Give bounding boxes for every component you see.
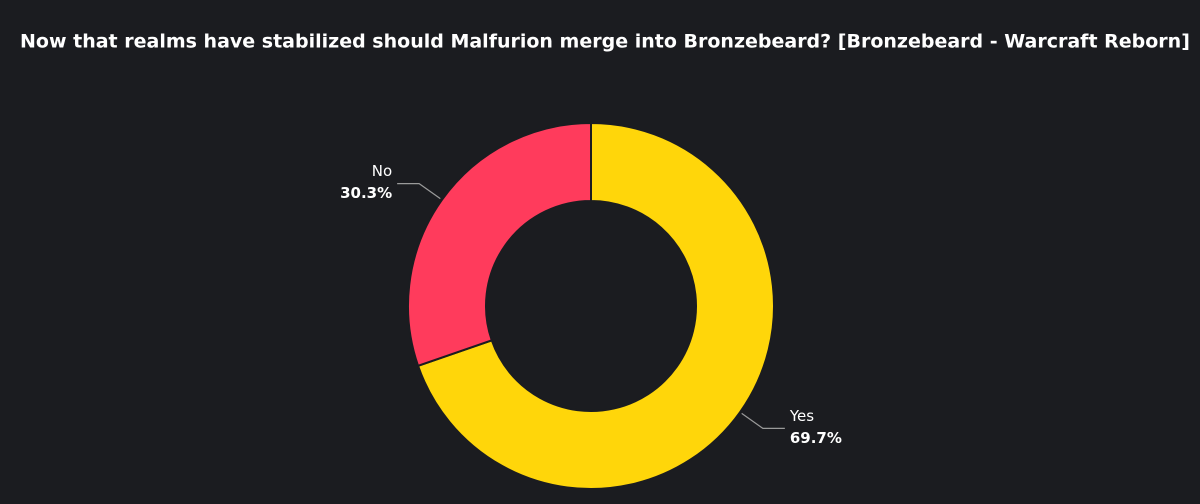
leader-line <box>397 182 441 200</box>
leader-line <box>741 412 785 430</box>
chart-title: Now that realms have stabilized should M… <box>20 31 1190 53</box>
donut-slice <box>416 121 775 490</box>
slice-value-label: 69.7% <box>790 429 842 447</box>
slice-value-label: 30.3% <box>340 184 392 202</box>
donut-slice <box>407 121 592 368</box>
slice-category-label: Yes <box>789 407 814 425</box>
slice-category-label: No <box>372 162 392 180</box>
